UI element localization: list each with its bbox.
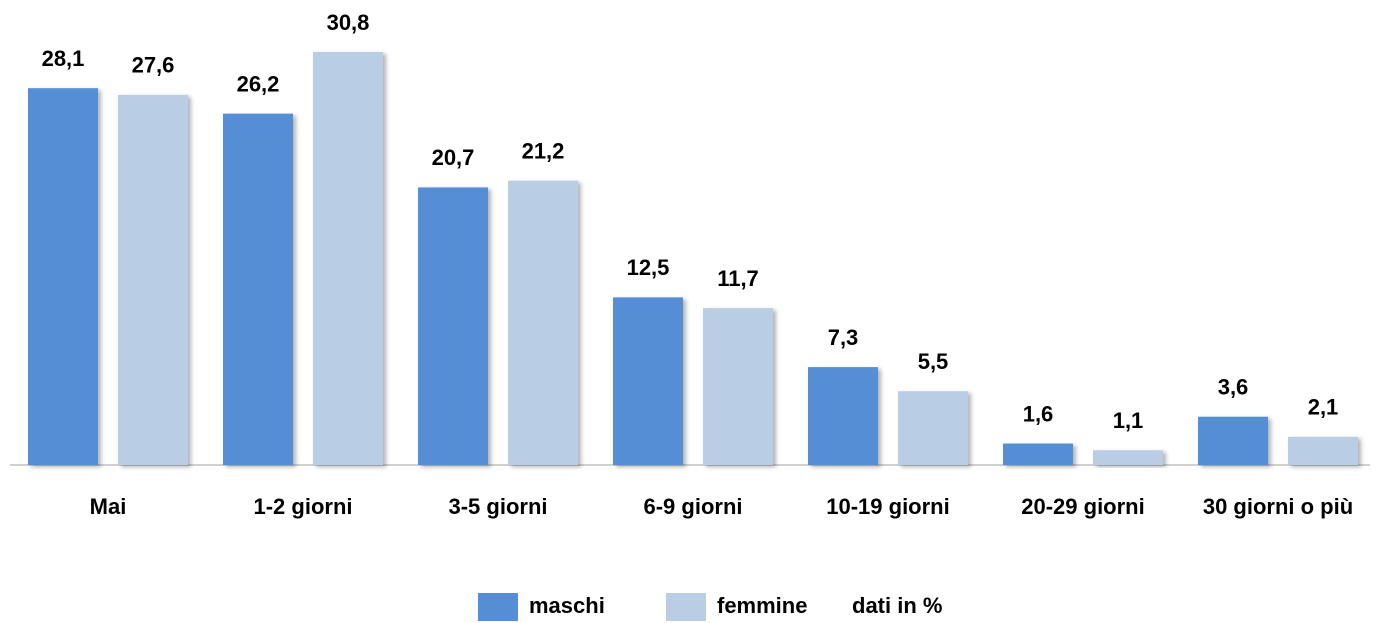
x-tick-label: 1-2 giorni xyxy=(253,494,352,519)
x-tick-label: 6-9 giorni xyxy=(643,494,742,519)
bar xyxy=(118,94,188,465)
value-label: 12,5 xyxy=(627,255,670,280)
x-tick-label: 30 giorni o più xyxy=(1203,494,1353,519)
value-label: 2,1 xyxy=(1308,395,1339,420)
bar xyxy=(28,88,98,465)
x-tick-label: 10-19 giorni xyxy=(826,494,949,519)
value-label: 27,6 xyxy=(132,53,175,78)
bar xyxy=(418,187,488,465)
value-label: 30,8 xyxy=(327,10,370,35)
value-label: 1,6 xyxy=(1023,401,1054,426)
value-label: 20,7 xyxy=(432,145,475,170)
value-label: 26,2 xyxy=(237,71,280,96)
bar xyxy=(703,308,773,465)
value-label: 7,3 xyxy=(828,325,859,350)
bar xyxy=(1093,450,1163,465)
bar xyxy=(1288,436,1358,465)
bar xyxy=(313,51,383,466)
legend-label: maschi xyxy=(529,593,605,618)
x-tick-label: 20-29 giorni xyxy=(1021,494,1144,519)
bar xyxy=(898,391,968,465)
legend-label: femmine xyxy=(717,593,807,618)
x-tick-label: 3-5 giorni xyxy=(448,494,547,519)
bar xyxy=(613,297,683,465)
legend-swatch xyxy=(478,593,518,621)
legend-swatch xyxy=(666,593,706,621)
value-label: 11,7 xyxy=(717,266,759,291)
annotation: dati in % xyxy=(852,593,942,618)
value-label: 1,1 xyxy=(1113,408,1144,433)
value-label: 5,5 xyxy=(918,349,949,374)
value-label: 3,6 xyxy=(1218,375,1249,400)
bar xyxy=(808,367,878,465)
bar xyxy=(223,113,293,466)
value-label: 28,1 xyxy=(42,46,85,71)
x-tick-label: Mai xyxy=(90,494,127,519)
bar xyxy=(508,180,578,465)
value-label: 21,2 xyxy=(522,139,565,164)
bar xyxy=(1003,443,1073,465)
bar xyxy=(1198,416,1268,465)
